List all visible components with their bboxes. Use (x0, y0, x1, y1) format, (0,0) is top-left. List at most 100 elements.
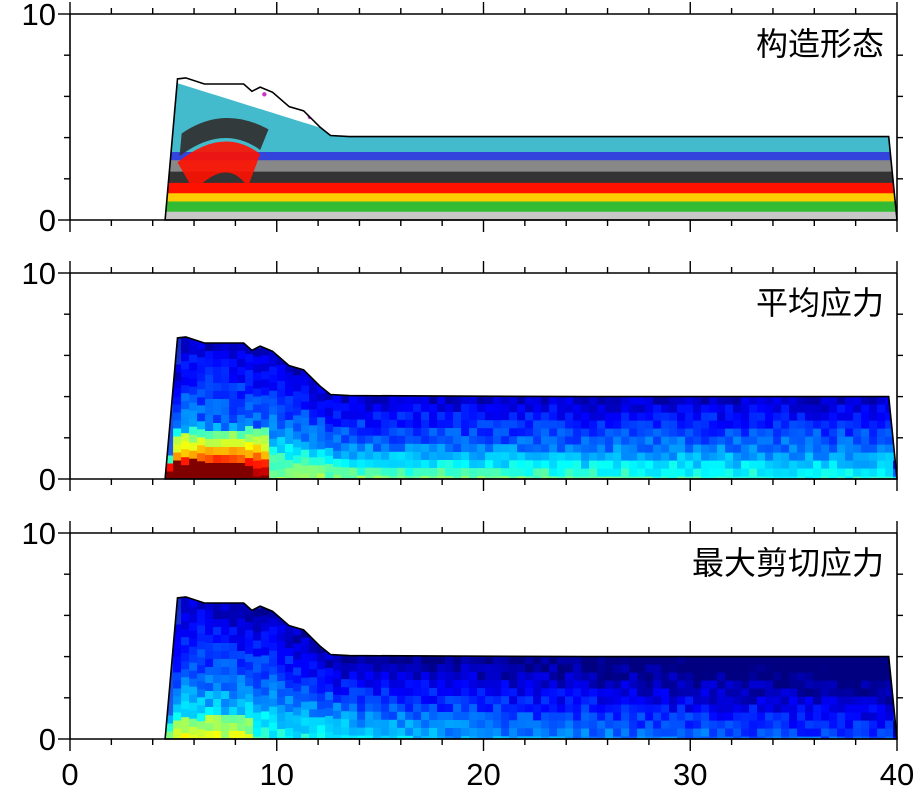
stress-cell (821, 672, 830, 682)
stress-cell (837, 428, 846, 438)
stress-cell (189, 694, 198, 704)
stress-cell (173, 460, 182, 470)
stress-cell (213, 603, 222, 612)
stress-cell (317, 409, 326, 418)
stress-cell (533, 736, 542, 739)
stress-cell (701, 460, 710, 470)
stress-cell (197, 453, 206, 462)
stress-cell (845, 728, 854, 738)
stress-cell (525, 672, 534, 681)
stress-cell (717, 688, 726, 698)
stress-cell (565, 452, 574, 462)
stress-cell (197, 389, 206, 398)
stress-cell (229, 455, 238, 464)
stress-cell (165, 471, 174, 479)
stress-cell (765, 680, 774, 690)
stress-cell (741, 728, 750, 738)
stress-cell (413, 719, 422, 729)
stress-cell (181, 597, 190, 606)
stress-cell (701, 420, 710, 430)
stress-cell (813, 476, 822, 479)
stress-cell (173, 640, 182, 650)
stress-cell (173, 664, 182, 674)
stress-cell (653, 696, 662, 706)
stress-cell (357, 663, 366, 673)
stress-cell (517, 704, 526, 713)
stress-cell (285, 436, 294, 445)
stress-cell (653, 428, 662, 438)
stress-cell (765, 468, 774, 478)
stress-cell (789, 680, 798, 690)
stress-cell (533, 720, 542, 729)
stress-cell (469, 396, 478, 405)
stress-cell (413, 427, 422, 437)
stress-cell (253, 680, 262, 690)
stress-cell (453, 680, 462, 689)
stress-cell (845, 704, 854, 714)
stress-cell (509, 420, 518, 429)
stress-cell (301, 465, 310, 475)
stress-cell (429, 419, 438, 429)
stress-cell (589, 436, 598, 446)
stress-cell (885, 680, 894, 690)
stress-cell (781, 728, 790, 738)
stress-cell (517, 460, 526, 469)
stress-cell (429, 655, 438, 665)
stress-cell (221, 407, 230, 416)
stress-cell (197, 461, 206, 470)
stress-cell (493, 736, 502, 739)
stress-cell (469, 444, 478, 453)
stress-cell (589, 704, 598, 714)
stress-cell (221, 431, 230, 440)
stress-cell (285, 720, 294, 729)
stress-cell (581, 420, 590, 430)
stress-cell (741, 460, 750, 470)
stress-cell (733, 712, 742, 722)
stress-cell (533, 468, 542, 477)
stress-cell (229, 611, 238, 620)
stress-cell (813, 420, 822, 430)
stress-cell (709, 728, 718, 738)
stress-cell (237, 651, 246, 660)
stress-cell (173, 728, 182, 738)
stress-cell (445, 436, 454, 445)
stress-cell (445, 680, 454, 689)
stress-cell (773, 656, 782, 666)
stress-cell (725, 396, 734, 406)
stress-cell (333, 434, 342, 444)
stress-cell (469, 688, 478, 697)
stress-cell (885, 420, 894, 430)
stress-cell (205, 667, 214, 676)
layer-7 (165, 78, 898, 153)
stress-cell (821, 696, 830, 706)
stress-cell (765, 396, 774, 406)
stress-cell (661, 680, 670, 690)
stress-cell (485, 460, 494, 469)
stress-cell (861, 436, 870, 446)
stress-cell (485, 468, 494, 477)
stress-cell (597, 428, 606, 438)
stress-cell (573, 476, 582, 479)
stress-cell (365, 671, 374, 681)
stress-cell (509, 444, 518, 453)
stress-cell (373, 719, 382, 729)
stress-cell (821, 404, 830, 414)
stress-cell (781, 696, 790, 706)
stress-cell (373, 427, 382, 437)
stress-cell (861, 404, 870, 414)
stress-cell (445, 720, 454, 729)
stress-cell (853, 736, 862, 739)
stress-cell (573, 736, 582, 739)
stress-cell (181, 701, 190, 710)
stress-cell (709, 452, 718, 462)
stress-cell (781, 672, 790, 682)
stress-cell (869, 736, 878, 739)
stress-cell (181, 457, 190, 466)
stress-cell (581, 696, 590, 706)
stress-cell (693, 436, 702, 446)
stress-cell (293, 447, 302, 456)
stress-cell (453, 468, 462, 477)
stress-cell (261, 459, 270, 468)
stress-cell (709, 396, 718, 406)
stress-cell (661, 420, 670, 430)
